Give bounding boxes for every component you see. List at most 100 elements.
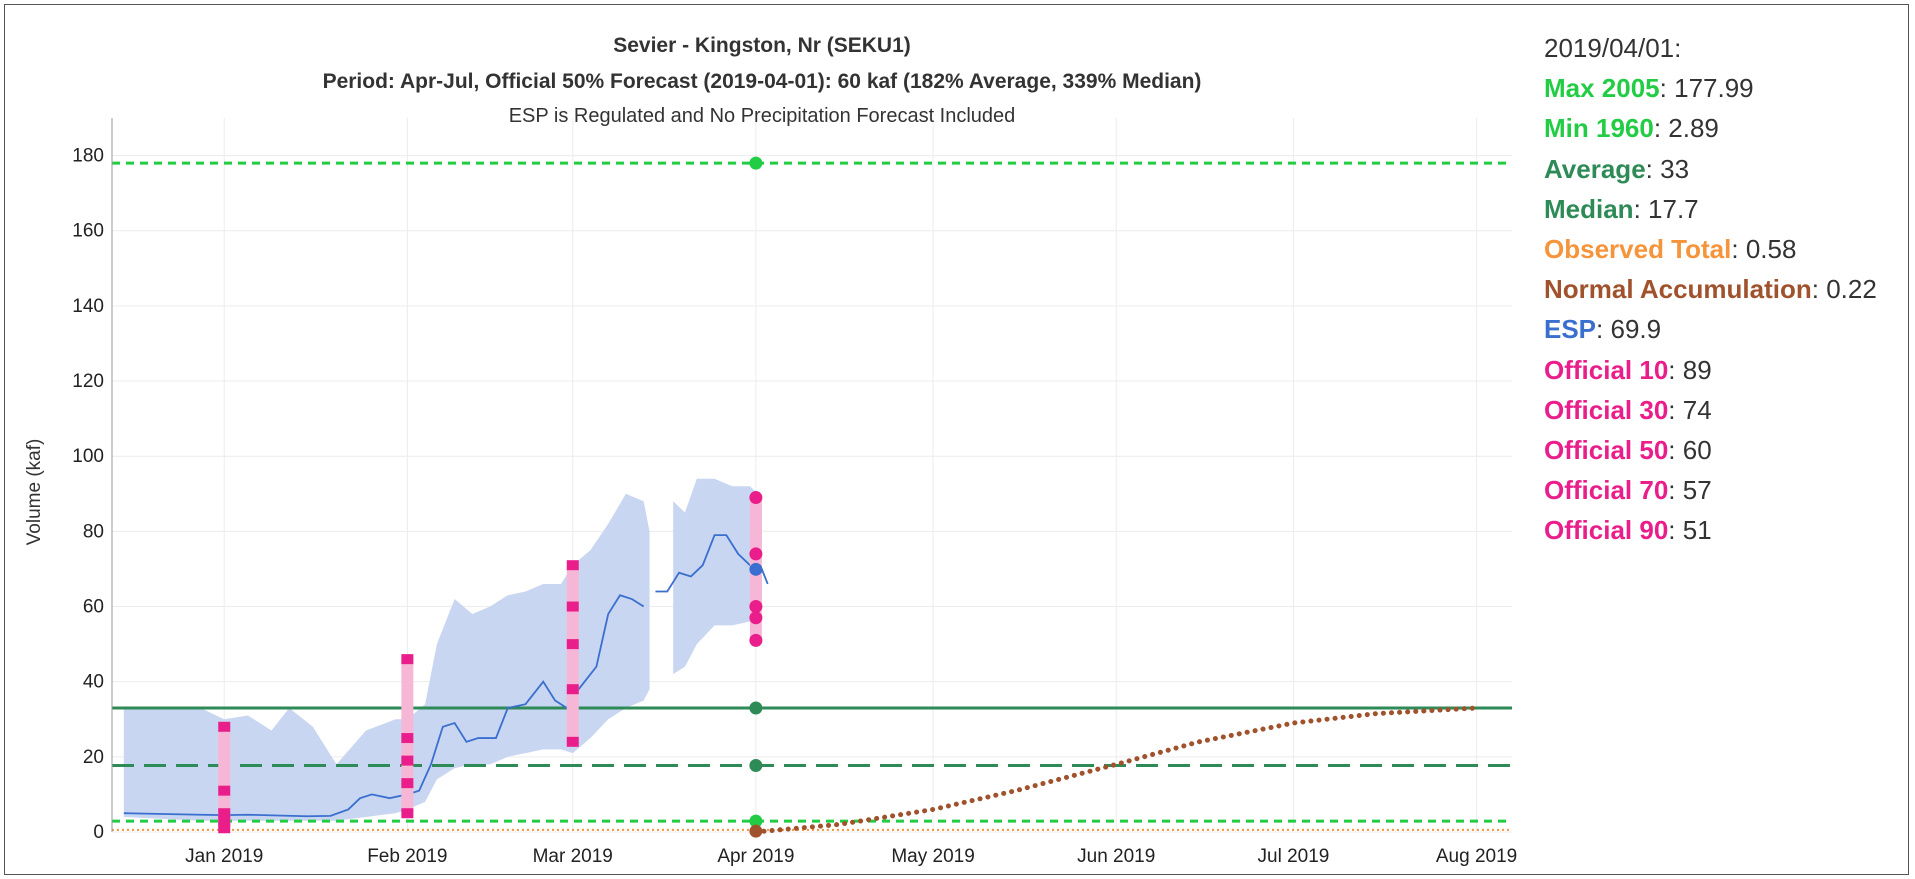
- official-forecast-point: [566, 560, 579, 571]
- legend-value: 69.9: [1610, 314, 1662, 345]
- legend-row: Official 90: 51: [1544, 510, 1877, 550]
- legend-separator: :: [1659, 73, 1675, 104]
- official-forecast-point: [566, 601, 579, 612]
- official-forecast-point: [218, 721, 231, 732]
- legend-items: Max 2005: 177.99 Min 1960: 2.89 Average: 3…: [1544, 68, 1877, 550]
- y-tick-label: 100: [72, 446, 104, 467]
- official-range-bar: [566, 565, 579, 742]
- official-forecast-point: [749, 633, 763, 647]
- official-forecast-point: [401, 808, 414, 819]
- legend-label: Official 10: [1544, 354, 1669, 385]
- legend-label: Normal Accumulation: [1544, 274, 1812, 305]
- official-forecast-point: [566, 736, 579, 747]
- legend-label: Official 50: [1544, 435, 1669, 466]
- y-tick-label: 140: [72, 296, 104, 317]
- legend-value: 57: [1682, 475, 1712, 506]
- legend-label: ESP: [1544, 314, 1597, 345]
- legend-separator: :: [1653, 113, 1669, 144]
- y-tick-label: 120: [72, 371, 104, 392]
- y-tick-label: 160: [72, 221, 104, 242]
- legend-separator: :: [1596, 314, 1611, 345]
- legend-row: Median: 17.7: [1544, 189, 1877, 229]
- marker-max-2005: [749, 156, 763, 170]
- official-forecast-point: [749, 547, 763, 561]
- legend-row: Official 70: 57: [1544, 470, 1877, 510]
- official-forecast-point: [401, 733, 414, 744]
- esp-range-band: [123, 493, 650, 821]
- legend-value: 0.58: [1745, 234, 1797, 265]
- esp-band-layer: [123, 478, 762, 821]
- legend-date: 2019/04/01:: [1544, 33, 1682, 63]
- legend-label: Official 70: [1544, 475, 1669, 506]
- legend-separator: :: [1731, 234, 1746, 265]
- legend-label: Max 2005: [1544, 73, 1660, 104]
- legend-label: Official 90: [1544, 515, 1669, 546]
- esp-range-band: [673, 478, 762, 675]
- official-forecast-layer: [218, 491, 763, 834]
- legend-row: Official 30: 74: [1544, 390, 1877, 430]
- marker-layer: [749, 156, 763, 838]
- official-forecast-point: [749, 600, 763, 614]
- x-tick-label: Jun 2019: [1077, 846, 1155, 867]
- legend-separator: :: [1668, 354, 1683, 385]
- y-tick-label: 180: [72, 146, 104, 167]
- legend-separator: :: [1668, 435, 1683, 466]
- official-forecast-point: [749, 611, 763, 625]
- official-forecast-point: [566, 684, 579, 695]
- legend-separator: :: [1668, 394, 1683, 425]
- official-forecast-point: [218, 785, 231, 796]
- chart-subtitle: Period: Apr-Jul, Official 50% Forecast (…: [323, 70, 1202, 93]
- x-tick-label: Apr 2019: [717, 846, 794, 867]
- y-tick-label: 80: [83, 521, 104, 542]
- x-tick-label: Feb 2019: [367, 846, 447, 867]
- legend-panel: 2019/04/01: Max 2005: 177.99 Min 1960: 2.…: [1544, 28, 1877, 551]
- legend-value: 2.89: [1668, 113, 1719, 144]
- x-tick-label: Mar 2019: [533, 846, 613, 867]
- official-forecast-point: [218, 823, 231, 834]
- x-tick-label: Jan 2019: [185, 846, 263, 867]
- y-tick-label: 0: [93, 822, 104, 843]
- legend-row: Min 1960: 2.89: [1544, 108, 1877, 148]
- legend-row: ESP: 69.9: [1544, 309, 1877, 349]
- reference-lines-layer: [112, 161, 1512, 831]
- chart-subtitle-2: ESP is Regulated and No Precipitation Fo…: [509, 105, 1016, 127]
- legend-row: Normal Accumulation: 0.22: [1544, 269, 1877, 309]
- legend-value: 33: [1660, 153, 1690, 184]
- official-forecast-point: [401, 654, 414, 665]
- official-forecast-point: [749, 491, 763, 505]
- x-tick-label: Jul 2019: [1258, 846, 1330, 867]
- legend-row: Official 50: 60: [1544, 430, 1877, 470]
- x-tick-label: Aug 2019: [1436, 846, 1517, 867]
- legend-row: Average: 33: [1544, 149, 1877, 189]
- y-axis-title: Volume (kaf): [24, 439, 45, 546]
- legend-value: 74: [1682, 394, 1712, 425]
- legend-separator: :: [1668, 515, 1683, 546]
- y-tick-label: 20: [83, 747, 104, 768]
- legend-value: 60: [1682, 435, 1712, 466]
- legend-separator: :: [1668, 475, 1683, 506]
- y-tick-label: 60: [83, 597, 104, 618]
- grid-layer: [112, 118, 1512, 833]
- official-range-bar: [218, 726, 231, 829]
- legend-separator: :: [1645, 153, 1661, 184]
- marker-average: [749, 701, 763, 715]
- legend-value: 51: [1682, 515, 1712, 546]
- legend-separator: :: [1633, 193, 1649, 224]
- official-forecast-point: [218, 815, 231, 826]
- legend-row: Observed Total: 0.58: [1544, 229, 1877, 269]
- x-tick-label: May 2019: [891, 846, 974, 867]
- series-line-normal-accumulation: [753, 705, 1480, 835]
- chart-title: Sevier - Kingston, Nr (SEKU1): [613, 34, 911, 57]
- chart-frame: [4, 4, 1909, 875]
- legend-label: Average: [1544, 153, 1646, 184]
- legend-value: 17.7: [1648, 193, 1699, 224]
- legend-label: Min 1960: [1544, 113, 1654, 144]
- marker-esp: [749, 562, 763, 576]
- legend-value: 177.99: [1674, 73, 1754, 104]
- official-forecast-point: [401, 778, 414, 789]
- y-tick-label: 40: [83, 672, 104, 693]
- axis-layer: 0 20 40 60 80 100 120 140 160 180 Jan 2019 Feb 2019…: [72, 118, 1517, 867]
- official-forecast-point: [566, 639, 579, 650]
- legend-value: 0.22: [1826, 274, 1877, 305]
